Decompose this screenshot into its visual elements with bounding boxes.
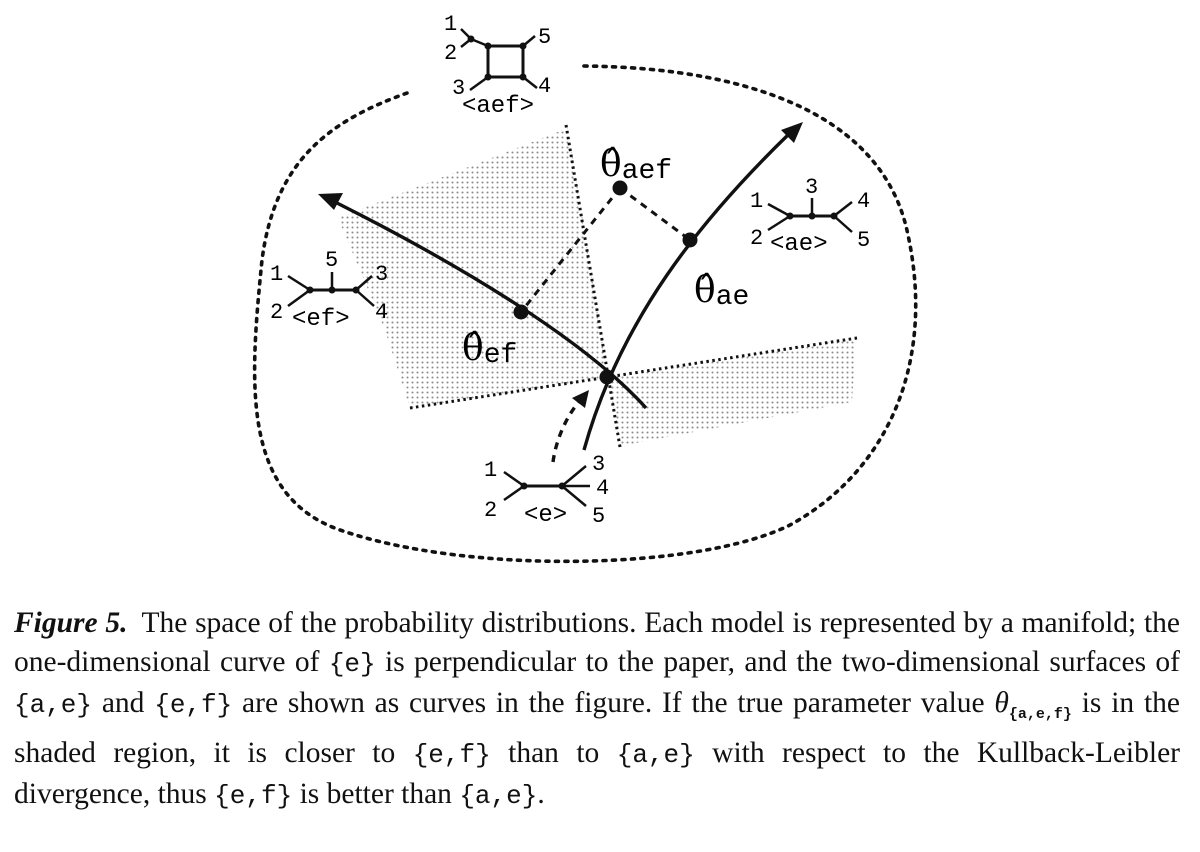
leaf-label: 3 [375, 262, 388, 287]
leaf-label: 3 [452, 76, 465, 101]
caption-model-set: {e,f} [154, 690, 233, 720]
theta-subscript: aef [622, 156, 672, 187]
caption-model-set: {a,e} [616, 740, 695, 770]
leaf-label: 4 [857, 189, 870, 214]
leaf-label: 1 [270, 262, 283, 287]
leaf-label: 2 [444, 41, 457, 66]
leaf-label: 1 [750, 189, 763, 214]
caption-model-set: {e,f} [214, 781, 293, 811]
leaf-label: 2 [270, 300, 283, 325]
probability-space-diagram: θ̂aef θ̂ae θ̂ef 1 2 3 4 5 <aef> [252, 12, 918, 564]
shaded-region-lower-right [608, 338, 856, 446]
label-theta-aef: θ̂aef [600, 144, 672, 187]
figure-caption: Figure 5. The space of the probability di… [14, 604, 1180, 816]
curve-e-arrowhead [572, 390, 589, 408]
caption-text: is perpendicular to the paper, and the t… [375, 646, 1181, 678]
tree-e: 1 2 3 4 5 <e> [484, 452, 609, 529]
theta-symbol: θ̂ [462, 328, 484, 369]
projection-to-ef [519, 187, 622, 313]
region-boundary-vertical [564, 124, 622, 448]
curve-ae-arrowhead [781, 122, 803, 143]
caption-theta: θ [994, 687, 1009, 719]
curve-e-dashed [551, 396, 584, 463]
caption-model-set: {a,e} [459, 781, 538, 811]
shaded-region-upper-left [338, 128, 608, 408]
leaf-label: 5 [592, 504, 605, 529]
theta-subscript: ae [716, 282, 750, 313]
model-label-ae: <ae> [770, 231, 828, 258]
caption-model-set: {a,e} [14, 690, 93, 720]
theta-symbol: θ̂ [694, 270, 716, 311]
label-theta-ae: θ̂ae [694, 270, 749, 313]
tree-aef: 1 2 3 4 5 <aef> [444, 12, 551, 120]
leaf-label: 4 [375, 300, 388, 325]
tree-ae: 1 2 3 4 5 <ae> [750, 175, 870, 258]
point-intersection [599, 369, 615, 385]
leaf-label: 1 [484, 458, 497, 483]
curve-ae [582, 131, 792, 451]
theta-symbol: θ̂ [600, 144, 622, 185]
leaf-label: 1 [444, 12, 457, 37]
caption-model-set: {e,f} [412, 740, 491, 770]
leaf-label: 4 [596, 476, 609, 501]
caption-text: are shown as curves in the figure. If th… [232, 687, 995, 719]
caption-theta-subscript: {a,e,f} [1008, 706, 1072, 723]
leaf-label: 2 [484, 498, 497, 523]
leaf-label: 4 [538, 74, 551, 99]
model-label-aef: <aef> [462, 93, 534, 120]
curve-ef [336, 201, 648, 410]
model-label-ef: <ef> [292, 306, 350, 333]
caption-text: is better than [292, 778, 460, 810]
leaf-label: 5 [325, 248, 338, 273]
point-theta-aef [612, 180, 628, 196]
caption-model-set: {e} [328, 649, 376, 679]
point-theta-ef [513, 304, 529, 320]
leaf-label: 3 [805, 175, 818, 200]
point-theta-ae [682, 232, 698, 248]
caption-text: with respect to the Kullback-Leibler div… [14, 737, 1180, 810]
projection-to-ae [619, 186, 691, 242]
tree-ef: 1 2 5 3 4 <ef> [270, 248, 388, 333]
label-theta-ef: θ̂ef [462, 328, 517, 371]
distribution-space-boundary [252, 64, 918, 564]
caption-text: than to [490, 737, 617, 769]
caption-text: and [92, 687, 155, 719]
figure-label: Figure 5. [14, 607, 128, 639]
leaf-label: 5 [857, 228, 870, 253]
caption-text: . [537, 778, 545, 810]
theta-subscript: ef [484, 340, 518, 371]
caption-text: is in the shaded region, it is closer to [14, 687, 1180, 769]
model-label-e: <e> [524, 502, 567, 529]
curve-ef-arrowhead [318, 193, 343, 210]
leaf-label: 5 [538, 25, 551, 50]
leaf-label: 2 [750, 226, 763, 251]
caption-text: The space of the probability distributio… [14, 607, 1180, 678]
leaf-label: 3 [592, 452, 605, 477]
